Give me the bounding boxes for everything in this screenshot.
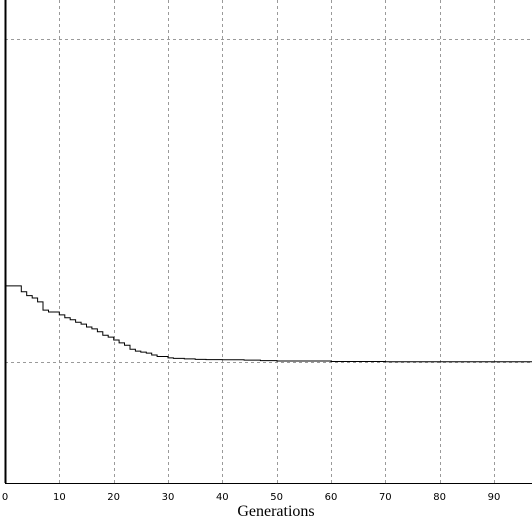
x-tick-labels: 0 10 20 30 40 50 60 70 80 90 — [2, 492, 501, 503]
x-tick-label: 10 — [53, 492, 66, 503]
x-tick-label: 50 — [270, 492, 283, 503]
x-tick-label: 90 — [488, 492, 501, 503]
axis-layer — [4, 0, 532, 484]
series-layer — [5, 285, 532, 363]
x-tick-label: 80 — [433, 492, 446, 503]
x-tick-label: 60 — [325, 492, 338, 503]
x-tick-label: 0 — [2, 492, 8, 503]
x-tick-label: 20 — [107, 492, 120, 503]
grid-layer — [5, 0, 532, 483]
x-tick-label: 70 — [379, 492, 392, 503]
x-tick-label: 30 — [162, 492, 175, 503]
series-line — [5, 285, 532, 363]
x-axis-title: Generations — [237, 503, 314, 518]
x-tick-label: 40 — [216, 492, 229, 503]
